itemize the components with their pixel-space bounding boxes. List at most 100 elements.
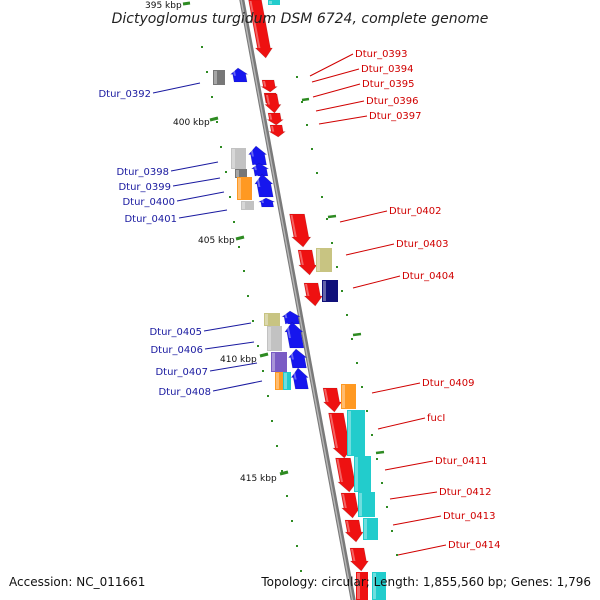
reverse-gene-leader — [212, 380, 263, 392]
gene-dtur-0396-shine — [269, 114, 273, 120]
scale-dot — [252, 320, 254, 322]
scale-tick-mark — [327, 214, 337, 219]
gene-dtur-0401 — [257, 197, 275, 208]
scale-dot — [225, 171, 227, 173]
gene-dtur-0413-box — [363, 518, 378, 540]
forward-gene-leader — [371, 382, 421, 394]
scale-dot — [351, 338, 353, 340]
forward-gene-label: Dtur_0395 — [362, 79, 415, 90]
cds-top-cyan-shine — [269, 1, 272, 4]
gene-dtur-0403-box — [316, 248, 332, 272]
gene-dtur-0406-shine — [286, 323, 291, 338]
scale-dot — [257, 345, 259, 347]
reverse-gene-leader — [204, 341, 255, 350]
forward-gene-label: Dtur_0413 — [443, 511, 496, 522]
gene-dtur-0400-shine — [256, 175, 261, 187]
gene-dtur-0412 — [340, 492, 361, 519]
gene-dtur-0405-box — [264, 313, 280, 326]
gene-dtur-0414-shine — [351, 549, 356, 561]
gene-dtur-0409-box — [341, 384, 356, 409]
gene-dtur-0412-box — [358, 492, 375, 517]
reverse-gene-label: Dtur_0407 — [155, 367, 208, 378]
gene-dtur-0400-box-shine — [238, 178, 241, 199]
scale-tick-mark — [375, 450, 385, 455]
gene-dtur-0407-box — [271, 352, 287, 372]
scale-tick-mark — [235, 235, 245, 241]
scale-dot — [206, 71, 208, 73]
gene-dtur-0408-box2-shine — [284, 373, 287, 389]
scale-tick-mark — [182, 1, 191, 6]
gene-dtur-0409-shine — [324, 389, 329, 402]
gene-dtur-0403-shine — [299, 251, 304, 265]
forward-gene-leader — [352, 275, 401, 289]
gene-dtur-0404-box — [322, 280, 338, 302]
gene-dtur-0408-box2 — [283, 372, 291, 390]
gene-dtur-0397-shine — [271, 126, 275, 132]
gene-dtur-0403 — [297, 249, 318, 276]
scale-dot — [229, 196, 231, 198]
gene-dtur-0397 — [268, 124, 287, 138]
gene-top-red — [248, 0, 273, 59]
scale-tick-mark — [301, 97, 310, 102]
forward-gene-label: Dtur_0393 — [355, 49, 408, 60]
gene-dtur-0406 — [284, 321, 305, 349]
gene-bottom-cyan-shine — [373, 573, 376, 599]
scale-dot — [366, 410, 368, 412]
scale-dot — [247, 295, 249, 297]
gene-dtur-0392-box — [213, 70, 225, 85]
map-title: Dictyoglomus turgidum DSM 6724, complete… — [112, 11, 489, 27]
scale-tick-mark — [352, 332, 362, 337]
scale-dot — [281, 470, 283, 472]
forward-gene-label: Dtur_0403 — [396, 239, 449, 250]
scale-dot — [346, 314, 348, 316]
scale-dot — [243, 270, 245, 272]
scale-dot — [276, 445, 278, 447]
reverse-gene-label: Dtur_0399 — [118, 182, 171, 193]
reverse-gene-leader — [209, 362, 258, 372]
forward-gene-label: Dtur_0394 — [361, 64, 414, 75]
reverse-gene-label: Dtur_0408 — [158, 387, 211, 398]
gene-dtur-0409 — [322, 387, 343, 413]
reverse-gene-leader — [152, 82, 201, 94]
scale-dot — [306, 124, 308, 126]
gene-dtur-0411 — [335, 457, 358, 493]
genome-summary-text: Topology: circular; Length: 1,855,560 bp… — [260, 575, 591, 589]
gene-dtur-0399-box — [235, 169, 247, 178]
gene-dtur-0400-box — [237, 177, 252, 200]
reverse-gene-label: Dtur_0398 — [116, 167, 169, 178]
gene-dtur-0409-box-shine — [342, 385, 345, 408]
gene-dtur-0393-shine — [263, 81, 267, 87]
gene-dtur-0392-shine — [232, 69, 236, 76]
scale-tick-label: 410 kbp — [220, 355, 257, 365]
gene-dtur-0399-box-shine — [236, 170, 239, 177]
scale-dot — [311, 148, 313, 150]
forward-gene-label: Dtur_0414 — [448, 540, 501, 551]
forward-gene-leader — [339, 210, 388, 223]
gene-dtur-0404-box-shine — [323, 281, 326, 301]
scale-dot — [396, 554, 398, 556]
scale-dot — [321, 196, 323, 198]
gene-dtur-0406-box-shine — [268, 327, 271, 350]
gene-dtur-0413-shine — [346, 521, 351, 533]
scale-dot — [391, 530, 393, 532]
gene-dtur-0402-shine — [290, 215, 297, 237]
gene-dtur-0405-box-shine — [265, 314, 268, 325]
forward-gene-label: Dtur_0404 — [402, 271, 455, 282]
scale-dot — [386, 506, 388, 508]
gene-dtur-0399-shine — [253, 164, 257, 171]
gene-dtur-0396 — [266, 112, 285, 126]
scale-dot — [361, 386, 363, 388]
gene-top-red-shine — [249, 1, 261, 48]
gene-bottom-red-shine — [357, 573, 360, 599]
gene-dtur-0401-box-shine — [242, 202, 245, 209]
gene-features — [213, 0, 386, 600]
scale-dot — [271, 420, 273, 422]
gene-fuci-shine — [329, 414, 338, 448]
forward-gene-label: Dtur_0409 — [422, 378, 475, 389]
scale-dot — [341, 290, 343, 292]
forward-gene-leader — [345, 243, 395, 256]
gene-dtur-0401-shine — [261, 199, 264, 203]
gene-dtur-0393 — [260, 79, 279, 93]
gene-dtur-0408-box — [275, 372, 284, 390]
scale-dot — [267, 395, 269, 397]
